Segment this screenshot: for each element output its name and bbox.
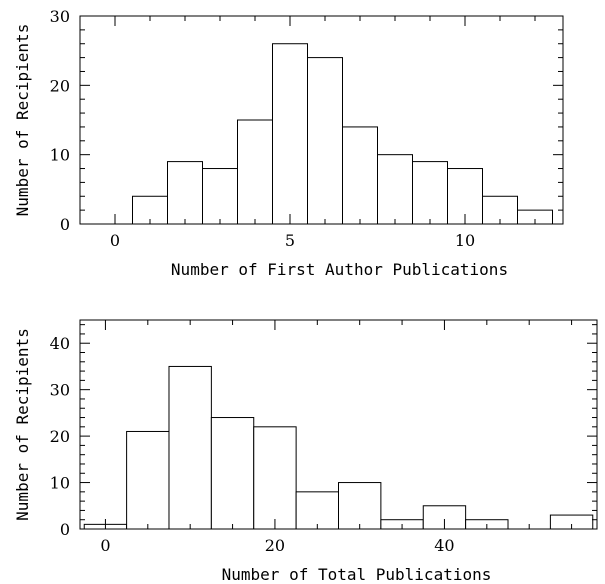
bar-7 [342, 126, 378, 225]
bar-30 [338, 482, 382, 530]
bar-15 [210, 417, 255, 530]
bar-5 [272, 43, 308, 225]
x-tick-label: 5 [285, 231, 295, 250]
x-axis-label: Number of First Author Publications [171, 260, 508, 279]
y-tick-label: 20 [50, 76, 70, 95]
x-tick-label: 0 [100, 536, 110, 555]
bar-25 [295, 491, 340, 530]
x-tick-label: 0 [110, 231, 120, 250]
y-tick-label: 10 [50, 146, 70, 165]
y-tick-label: 30 [50, 7, 70, 26]
y-tick-label: 10 [50, 474, 70, 493]
y-axis-label: Number of Recipients [13, 328, 32, 521]
bar-4 [237, 119, 273, 225]
y-axis-label: Number of Recipients [13, 24, 32, 217]
y-tick-label: 40 [50, 334, 70, 353]
y-tick-label: 20 [50, 427, 70, 446]
bar-20 [253, 426, 297, 530]
bar-6 [307, 57, 343, 225]
y-tick-label: 0 [60, 520, 70, 539]
bar-10 [168, 365, 212, 530]
bar-9 [412, 161, 448, 225]
chart-total-publications: 0 20 40 0 10 20 30 40 Number of Total Publicatio… [13, 319, 598, 584]
y-tick-label: 30 [50, 381, 70, 400]
x-axis-label: Number of Total Publications [222, 565, 492, 584]
bar-5 [126, 430, 170, 530]
x-tick-label: 40 [434, 536, 454, 555]
chart-first-author-publications: 0 5 10 0 10 20 30 Number of First Author Public… [13, 7, 564, 279]
plot-frame [79, 15, 564, 225]
bar-8 [377, 154, 413, 225]
bar-2 [167, 161, 203, 225]
x-tick-label: 20 [265, 536, 285, 555]
x-tick-label: 10 [455, 231, 475, 250]
plot-frame [79, 319, 598, 530]
y-tick-label: 0 [60, 215, 70, 234]
bar-3 [202, 168, 238, 225]
